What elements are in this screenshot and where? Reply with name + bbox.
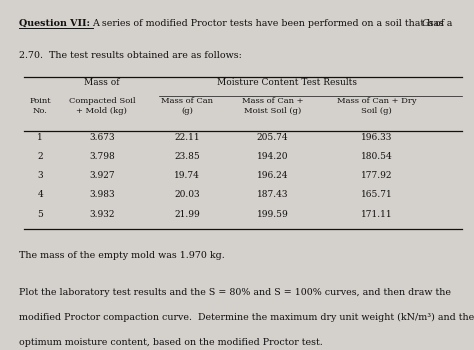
Text: 19.74: 19.74 [174, 171, 200, 180]
Text: 199.59: 199.59 [257, 210, 288, 219]
Text: Gs: Gs [422, 19, 434, 28]
Text: A series of modified Proctor tests have been performed on a soil that has a: A series of modified Proctor tests have … [91, 19, 455, 28]
Text: Question VII:: Question VII: [19, 19, 90, 28]
Text: 5: 5 [37, 210, 43, 219]
Text: 20.03: 20.03 [174, 190, 200, 199]
Text: The mass of the empty mold was 1.970 kg.: The mass of the empty mold was 1.970 kg. [19, 251, 225, 260]
Text: 3.932: 3.932 [89, 210, 115, 219]
Text: Plot the laboratory test results and the S = 80% and S = 100% curves, and then d: Plot the laboratory test results and the… [19, 288, 451, 297]
Text: Point
No.: Point No. [29, 97, 51, 116]
Text: 3.673: 3.673 [89, 133, 115, 142]
Text: Compacted Soil
+ Mold (kg): Compacted Soil + Mold (kg) [69, 97, 135, 116]
Text: 22.11: 22.11 [174, 133, 200, 142]
Text: Mass of Can +
Moist Soil (g): Mass of Can + Moist Soil (g) [242, 97, 303, 116]
Text: optimum moisture content, based on the modified Proctor test.: optimum moisture content, based on the m… [19, 338, 323, 347]
Text: 194.20: 194.20 [257, 152, 288, 161]
Text: 4: 4 [37, 190, 43, 199]
Text: 1: 1 [37, 133, 43, 142]
Text: 2.70.  The test results obtained are as follows:: 2.70. The test results obtained are as f… [19, 51, 242, 60]
Text: 196.24: 196.24 [257, 171, 288, 180]
Text: 3.983: 3.983 [89, 190, 115, 199]
Text: 2: 2 [37, 152, 43, 161]
Text: 205.74: 205.74 [257, 133, 288, 142]
Text: 3: 3 [37, 171, 43, 180]
Text: Mass of: Mass of [84, 78, 119, 87]
Text: Moisture Content Test Results: Moisture Content Test Results [217, 78, 357, 87]
Text: 23.85: 23.85 [174, 152, 200, 161]
Text: 187.43: 187.43 [257, 190, 288, 199]
Text: 196.33: 196.33 [361, 133, 392, 142]
Text: 171.11: 171.11 [361, 210, 392, 219]
Text: 3.798: 3.798 [89, 152, 115, 161]
Text: 177.92: 177.92 [361, 171, 392, 180]
Text: Mass of Can
(g): Mass of Can (g) [161, 97, 213, 116]
Text: 180.54: 180.54 [361, 152, 392, 161]
Text: 165.71: 165.71 [361, 190, 392, 199]
Text: 3.927: 3.927 [89, 171, 115, 180]
Text: Mass of Can + Dry
Soil (g): Mass of Can + Dry Soil (g) [337, 97, 417, 116]
Text: 21.99: 21.99 [174, 210, 200, 219]
Text: of: of [432, 19, 445, 28]
Text: modified Proctor compaction curve.  Determine the maximum dry unit weight (kN/m³: modified Proctor compaction curve. Deter… [19, 313, 474, 322]
